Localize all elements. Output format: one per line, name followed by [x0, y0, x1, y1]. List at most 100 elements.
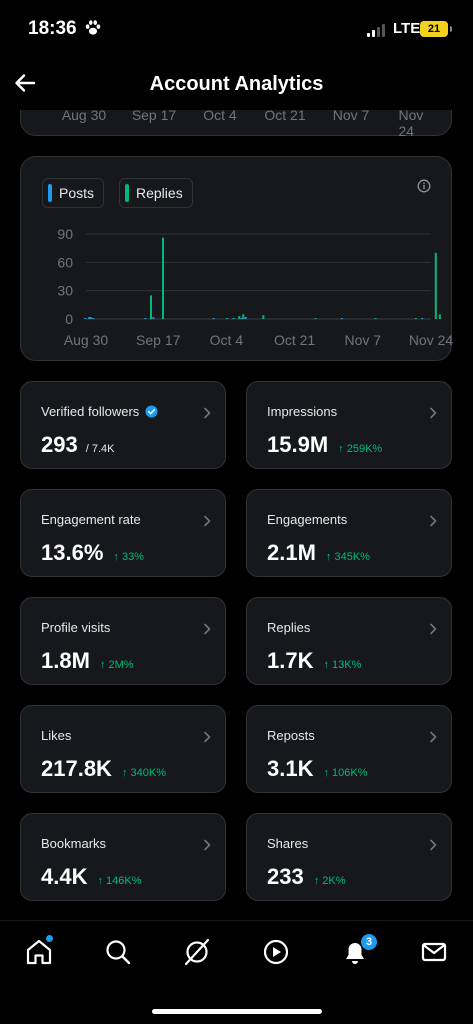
metric-card[interactable]: Verified followers 293 / 7.4K	[20, 381, 226, 469]
replies-bar	[374, 318, 377, 320]
metric-value: 13.6%	[41, 540, 104, 565]
metric-card[interactable]: Profile visits 1.8M ↑ 2M%	[20, 597, 226, 685]
notification-badge: 3	[360, 933, 378, 951]
chevron-right-icon	[204, 731, 211, 743]
legend-swatch	[48, 184, 52, 202]
metric-value: 3.1K	[267, 756, 314, 781]
video-icon[interactable]	[261, 937, 291, 967]
status-bar: 18:36 LTE 21	[0, 0, 473, 56]
metric-label: Shares	[267, 836, 309, 851]
page-header: Account Analytics	[0, 56, 473, 110]
metric-value: 2.1M	[267, 540, 316, 565]
replies-bar	[162, 237, 165, 319]
replies-bar	[242, 314, 245, 319]
metric-change: ↑ 259K%	[338, 443, 383, 455]
metric-value-row: 1.8M ↑ 2M%	[41, 648, 134, 674]
metric-card[interactable]: Shares 233 ↑ 2K%	[246, 813, 452, 901]
metric-card[interactable]: Reposts 3.1K ↑ 106K%	[246, 705, 452, 793]
legend-posts[interactable]: Posts	[42, 178, 105, 208]
messages-icon[interactable]	[419, 937, 449, 967]
metric-value: 233	[267, 864, 304, 889]
chevron-right-icon	[204, 623, 211, 635]
legend-replies[interactable]: Replies	[119, 178, 193, 208]
metric-label: Engagements	[267, 512, 348, 527]
y-tick-label: 0	[65, 311, 73, 327]
posts-bar	[421, 318, 424, 320]
home-unread-dot	[46, 935, 53, 942]
network-type: LTE	[393, 20, 421, 37]
battery-icon: 21	[420, 21, 452, 37]
metric-card[interactable]: Replies 1.7K ↑ 13K%	[246, 597, 452, 685]
metric-card[interactable]: Likes 217.8K ↑ 340K%	[20, 705, 226, 793]
metric-label: Likes	[41, 728, 72, 743]
metric-value-row: 217.8K ↑ 340K%	[41, 756, 166, 782]
metric-value: 1.7K	[267, 648, 314, 673]
metric-value: 293	[41, 432, 78, 457]
metric-value-row: 15.9M ↑ 259K%	[267, 432, 382, 458]
x-tick-label: Nov 7	[345, 332, 382, 348]
metric-value: 4.4K	[41, 864, 88, 889]
metric-card[interactable]: Engagements 2.1M ↑ 345K%	[246, 489, 452, 577]
metric-value-row: 1.7K ↑ 13K%	[267, 648, 361, 674]
legend-label: Replies	[136, 185, 183, 201]
metric-label: Reposts	[267, 728, 315, 743]
chevron-right-icon	[204, 839, 211, 851]
paw-icon	[85, 20, 101, 35]
metric-card[interactable]: Impressions 15.9M ↑ 259K%	[246, 381, 452, 469]
x-tick-label: Nov 24	[409, 332, 453, 348]
replies-bar	[414, 318, 417, 320]
replies-bar	[438, 314, 441, 319]
metric-label-row: Replies	[267, 620, 310, 635]
metric-label-row: Verified followers	[41, 404, 158, 419]
posts-bar	[84, 318, 87, 320]
metric-change: ↑ 345K%	[325, 551, 370, 563]
metric-value-row: 13.6% ↑ 33%	[41, 540, 144, 566]
notifications-icon[interactable]	[340, 937, 370, 967]
posts-bar	[152, 317, 155, 319]
metric-change: ↑ 146K%	[97, 875, 142, 887]
chevron-right-icon	[430, 515, 437, 527]
legend-swatch	[125, 184, 129, 202]
metric-value-row: 2.1M ↑ 345K%	[267, 540, 370, 566]
metric-label-row: Impressions	[267, 404, 337, 419]
metric-label-row: Shares	[267, 836, 308, 851]
metric-label-row: Likes	[41, 728, 71, 743]
legend-label: Posts	[59, 185, 95, 201]
chevron-right-icon	[204, 407, 211, 419]
replies-bar	[149, 295, 152, 319]
grok-icon[interactable]	[182, 937, 212, 967]
search-icon[interactable]	[103, 937, 133, 967]
bottom-nav: 3	[0, 920, 473, 1024]
metric-change: ↑ 2K%	[313, 875, 346, 887]
replies-bar	[262, 315, 265, 319]
activity-chart: 90 60 30 0 Aug 30 Sep 17 Oct 4 Oct 21 Nov 7 Nov 2…	[57, 226, 453, 348]
metric-card[interactable]: Engagement rate 13.6% ↑ 33%	[20, 489, 226, 577]
metric-change: ↑ 2M%	[99, 659, 134, 671]
top-x-label: Oct 4	[203, 107, 237, 123]
metric-change: ↑ 33%	[113, 551, 144, 563]
home-icon[interactable]	[24, 937, 54, 967]
metric-label: Profile visits	[41, 620, 111, 635]
arrow-left-icon[interactable]	[12, 70, 38, 96]
activity-chart-card: Posts Replies 90 60 30 0 Aug 30 Sep 17 Oct 4 Oc…	[20, 156, 453, 361]
posts-bar	[244, 317, 247, 319]
verified-badge-icon	[145, 405, 158, 418]
top-x-label: Oct 21	[264, 107, 306, 123]
top-x-label: Nov 24	[398, 107, 424, 139]
x-tick-label: Oct 4	[210, 332, 244, 348]
x-tick-label: Aug 30	[64, 332, 109, 348]
metric-change: ↑ 340K%	[121, 767, 166, 779]
posts-bar	[240, 318, 243, 320]
info-icon[interactable]	[417, 179, 431, 193]
metric-change: ↑ 13K%	[323, 659, 362, 671]
metric-label-row: Engagements	[267, 512, 347, 527]
metric-label-row: Reposts	[267, 728, 315, 743]
posts-bar	[88, 317, 91, 319]
metric-label: Replies	[267, 620, 311, 635]
metric-card[interactable]: Bookmarks 4.4K ↑ 146K%	[20, 813, 226, 901]
chevron-right-icon	[430, 731, 437, 743]
status-time: 18:36	[28, 18, 77, 39]
posts-bar	[340, 318, 343, 320]
top-chart-x-axis: Aug 30 Sep 17 Oct 4 Oct 21 Nov 7 Nov 24	[21, 107, 451, 139]
chevron-right-icon	[430, 407, 437, 419]
